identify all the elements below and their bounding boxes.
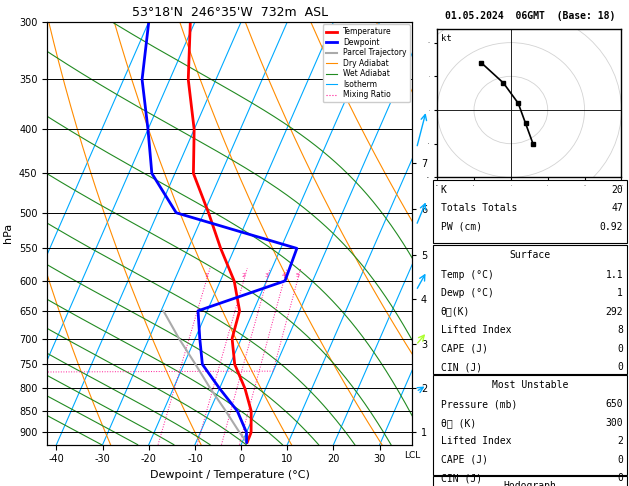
- Bar: [433, 476, 627, 486]
- Text: PW (cm): PW (cm): [441, 222, 482, 232]
- Text: 292: 292: [606, 307, 623, 317]
- Text: 20: 20: [611, 185, 623, 195]
- Text: 5: 5: [295, 273, 299, 278]
- Text: θᴄ (K): θᴄ (K): [441, 418, 476, 428]
- Text: 650: 650: [606, 399, 623, 410]
- Text: 3: 3: [265, 273, 269, 278]
- Text: Temp (°C): Temp (°C): [441, 270, 494, 280]
- Text: CIN (J): CIN (J): [441, 473, 482, 484]
- Text: 0: 0: [617, 455, 623, 465]
- Text: Hodograph: Hodograph: [503, 481, 557, 486]
- Text: 47: 47: [611, 203, 623, 213]
- X-axis label: Dewpoint / Temperature (°C): Dewpoint / Temperature (°C): [150, 470, 309, 480]
- Text: Pressure (mb): Pressure (mb): [441, 399, 517, 410]
- Y-axis label: hPa: hPa: [3, 223, 13, 243]
- Text: Lifted Index: Lifted Index: [441, 436, 511, 447]
- Title: 53°18'N  246°35'W  732m  ASL: 53°18'N 246°35'W 732m ASL: [131, 6, 328, 19]
- Text: Totals Totals: Totals Totals: [441, 203, 517, 213]
- Text: kt: kt: [441, 34, 452, 43]
- Text: 1: 1: [204, 273, 208, 278]
- Text: CIN (J): CIN (J): [441, 362, 482, 372]
- Text: 300: 300: [606, 418, 623, 428]
- Text: 1: 1: [617, 288, 623, 298]
- Text: 4: 4: [282, 273, 286, 278]
- Text: LCL: LCL: [404, 451, 420, 460]
- Text: 0.92: 0.92: [599, 222, 623, 232]
- Text: 0: 0: [617, 344, 623, 354]
- Text: CAPE (J): CAPE (J): [441, 344, 487, 354]
- Y-axis label: km
ASL: km ASL: [443, 223, 462, 244]
- Bar: [433, 245, 627, 374]
- Bar: [433, 180, 627, 243]
- Text: K: K: [441, 185, 447, 195]
- Text: 01.05.2024  06GMT  (Base: 18): 01.05.2024 06GMT (Base: 18): [445, 11, 615, 21]
- Text: Surface: Surface: [509, 250, 550, 260]
- Text: θᴄ(K): θᴄ(K): [441, 307, 470, 317]
- Text: 0: 0: [617, 473, 623, 484]
- Text: 0: 0: [617, 362, 623, 372]
- Text: Dewp (°C): Dewp (°C): [441, 288, 494, 298]
- Legend: Temperature, Dewpoint, Parcel Trajectory, Dry Adiabat, Wet Adiabat, Isotherm, Mi: Temperature, Dewpoint, Parcel Trajectory…: [323, 24, 409, 103]
- Text: Lifted Index: Lifted Index: [441, 325, 511, 335]
- Text: Most Unstable: Most Unstable: [492, 380, 568, 390]
- Bar: [433, 375, 627, 475]
- Text: 2: 2: [617, 436, 623, 447]
- Text: 8: 8: [617, 325, 623, 335]
- Text: CAPE (J): CAPE (J): [441, 455, 487, 465]
- Text: 2: 2: [242, 273, 245, 278]
- Text: 1.1: 1.1: [606, 270, 623, 280]
